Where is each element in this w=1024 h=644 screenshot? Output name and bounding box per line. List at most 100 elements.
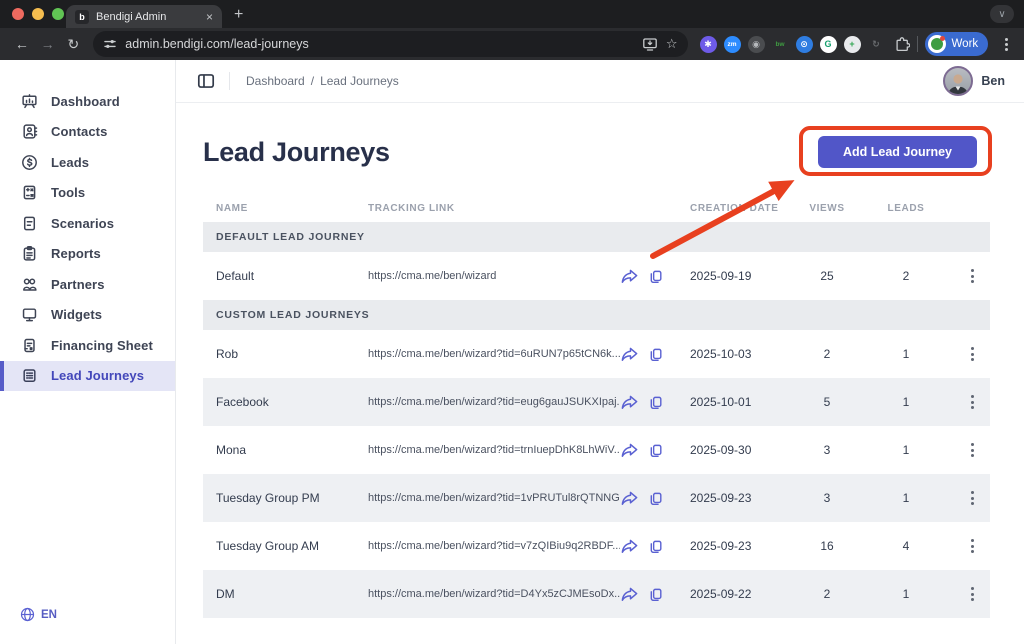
table-row[interactable]: Default https://cma.me/ben/wizard 2025-0…	[203, 252, 990, 300]
drive-folder-ext-icon[interactable]: +	[843, 35, 861, 53]
grammarly-ext-icon[interactable]: G	[819, 35, 837, 53]
sidebar-item-label: Scenarios	[51, 215, 115, 231]
language-switcher[interactable]: EN	[20, 607, 57, 622]
sidebar-item-reports[interactable]: Reports	[0, 239, 175, 270]
table-row[interactable]: Mona https://cma.me/ben/wizard?tid=trnIu…	[203, 426, 990, 474]
address-bar[interactable]: admin.bendigi.com/lead-journeys ☆	[93, 31, 688, 57]
leads-count: 1	[902, 587, 910, 601]
onepassword-ext-icon[interactable]: ⊙	[795, 35, 813, 53]
new-tab-button[interactable]: +	[234, 6, 244, 23]
share-icon[interactable]	[620, 441, 638, 459]
browser-toolbar: ← → ↻ admin.bendigi.com/lead-journeys ☆ …	[0, 28, 1024, 60]
tracking-link: https://cma.me/ben/wizard?tid=6uRUN7p65t…	[368, 348, 620, 360]
sidebar-item-leads[interactable]: Leads	[0, 147, 175, 178]
sidebar-item-contacts[interactable]: Contacts	[0, 117, 175, 148]
sidebar-item-scenarios[interactable]: Scenarios	[0, 208, 175, 239]
sidebar-item-tools[interactable]: Tools	[0, 178, 175, 209]
copy-icon[interactable]	[648, 346, 664, 362]
zoom-ext-icon[interactable]: zm	[723, 35, 741, 53]
share-icon[interactable]	[620, 585, 638, 603]
sidebar-item-journeys[interactable]: Lead Journeys	[0, 360, 175, 391]
tab-close-icon[interactable]: ×	[205, 9, 213, 24]
site-settings-icon[interactable]	[103, 37, 117, 51]
copy-icon[interactable]	[648, 442, 664, 458]
table-row[interactable]: Facebook https://cma.me/ben/wizard?tid=e…	[203, 378, 990, 426]
kebab-icon	[971, 443, 974, 457]
browser-menu-icon[interactable]	[998, 37, 1014, 51]
breadcrumb: Dashboard / Lead Journeys	[246, 74, 399, 88]
views-count: 25	[820, 269, 834, 283]
journey-name: Mona	[216, 443, 247, 457]
breadcrumb-separator: /	[310, 74, 315, 88]
table-row[interactable]: Tuesday Group AM https://cma.me/ben/wiza…	[203, 522, 990, 570]
row-menu-button[interactable]	[971, 587, 990, 601]
url-text[interactable]: admin.bendigi.com/lead-journeys	[125, 37, 309, 51]
sheet-icon	[21, 337, 38, 354]
leads-count: 1	[902, 347, 910, 361]
share-icon[interactable]	[620, 393, 638, 411]
row-menu-button[interactable]	[971, 269, 990, 283]
contacts-icon	[21, 123, 38, 140]
forward-icon[interactable]: →	[40, 36, 55, 52]
sidebar-toggle-icon[interactable]	[197, 72, 215, 90]
tab-search-chevron-icon[interactable]: ∨	[990, 5, 1014, 23]
minimize-window-button[interactable]	[32, 8, 44, 20]
column-header-leads: LEADS	[887, 202, 925, 214]
copy-icon[interactable]	[648, 394, 664, 410]
extensions-puzzle-icon[interactable]	[894, 36, 910, 52]
add-lead-journey-button[interactable]: Add Lead Journey	[818, 136, 977, 168]
creation-date: 2025-09-23	[690, 491, 752, 505]
sidebar-item-dashboard[interactable]: Dashboard	[0, 86, 175, 117]
share-icon[interactable]	[620, 537, 638, 555]
copy-icon[interactable]	[648, 268, 664, 284]
copy-icon[interactable]	[648, 490, 664, 506]
bitwarden-ext-icon[interactable]: bw	[775, 40, 785, 48]
copy-icon[interactable]	[648, 586, 664, 602]
journey-name: Tuesday Group PM	[216, 491, 320, 505]
profile-chip[interactable]: Work	[924, 32, 989, 56]
sidebar-item-widgets[interactable]: Widgets	[0, 300, 175, 331]
camera-ext-icon[interactable]: ◉	[747, 35, 765, 53]
settings-ext-icon[interactable]: ✱	[699, 35, 717, 53]
clipboard-icon	[21, 245, 38, 262]
views-count: 3	[823, 491, 831, 505]
table-row[interactable]: Rob https://cma.me/ben/wizard?tid=6uRUN7…	[203, 330, 990, 378]
close-window-button[interactable]	[12, 8, 24, 20]
creation-date: 2025-09-19	[690, 269, 752, 283]
document-icon	[21, 215, 38, 232]
toolbar-divider	[916, 36, 918, 52]
row-menu-button[interactable]	[971, 491, 990, 505]
share-icon[interactable]	[620, 489, 638, 507]
views-count: 16	[820, 539, 834, 553]
row-menu-button[interactable]	[971, 539, 990, 553]
table-header-row: NAME TRACKING LINK CREATION DATE VIEWS L…	[203, 194, 990, 222]
table-body: DEFAULT LEAD JOURNEY Default https://cma…	[203, 222, 990, 618]
browser-tab[interactable]: b Bendigi Admin ×	[66, 5, 222, 28]
recycle-ext-icon[interactable]: ↻	[872, 38, 880, 49]
tracking-link: https://cma.me/ben/wizard?tid=D4Yx5zCJME…	[368, 588, 620, 600]
install-app-icon[interactable]	[642, 36, 658, 52]
sidebar-item-partners[interactable]: Partners	[0, 269, 175, 300]
table-row[interactable]: Tuesday Group PM https://cma.me/ben/wiza…	[203, 474, 990, 522]
leads-count: 1	[902, 491, 910, 505]
kebab-icon	[971, 491, 974, 505]
user-name: Ben	[981, 74, 1005, 88]
row-menu-button[interactable]	[971, 395, 990, 409]
reload-icon[interactable]: ↻	[67, 35, 80, 52]
user-avatar[interactable]	[943, 66, 974, 96]
sidebar-item-financing[interactable]: Financing Sheet	[0, 330, 175, 361]
breadcrumb-home[interactable]: Dashboard	[246, 74, 305, 88]
row-menu-button[interactable]	[971, 443, 990, 457]
journey-name: Default	[216, 269, 255, 283]
share-icon[interactable]	[620, 267, 638, 285]
tracking-link: https://cma.me/ben/wizard?tid=trnIuepDhK…	[368, 444, 620, 456]
copy-icon[interactable]	[648, 538, 664, 554]
sidebar: Dashboard Contacts Leads Tools Scenarios…	[0, 60, 176, 644]
monitor-icon	[21, 306, 38, 323]
share-icon[interactable]	[620, 345, 638, 363]
table-row[interactable]: DM https://cma.me/ben/wizard?tid=D4Yx5zC…	[203, 570, 990, 618]
bookmark-star-icon[interactable]: ☆	[665, 36, 678, 51]
back-icon[interactable]: ←	[14, 36, 29, 52]
row-menu-button[interactable]	[971, 347, 990, 361]
zoom-window-button[interactable]	[52, 8, 64, 20]
